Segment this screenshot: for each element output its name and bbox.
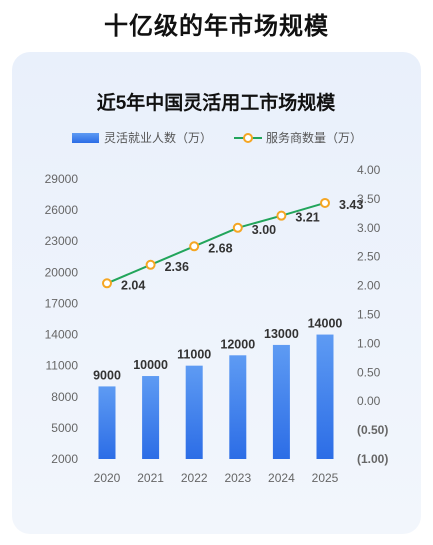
line-data-label: 3.00 [252,223,276,237]
bar-series [98,334,334,459]
line-series: 2.04 2.36 2.68 3.00 3.21 3.43 [102,197,363,292]
bar [229,355,247,459]
bar-data-label: 9000 [93,368,121,382]
bar-data-label: 11000 [177,348,211,362]
chart-card [12,52,421,534]
right-tick-label: 3.50 [357,192,381,206]
line-data-label: 3.21 [295,211,319,225]
right-tick-label: 0.00 [357,394,381,408]
left-tick-label: 20000 [45,265,79,279]
bar [185,365,203,459]
left-tick-label: 14000 [45,328,79,342]
legend-bar-swatch [72,133,99,143]
bar-labels: 9000 10000 11000 12000 13000 14000 [93,317,342,383]
right-axis: (1.00) (0.50) 0.00 0.50 1.00 1.50 2.00 2.50 3.00… [357,163,388,466]
right-tick-label: 2.50 [357,250,381,264]
right-tick-label: 1.00 [357,336,381,350]
right-tick-label: 0.50 [357,365,381,379]
line-point [232,222,243,233]
left-tick-label: 8000 [51,390,78,404]
left-tick-label: 26000 [45,203,79,217]
right-tick-label: (1.00) [357,452,388,466]
line-point [276,210,287,221]
bar [272,344,290,459]
bar [142,376,160,459]
right-tick-label: 2.00 [357,279,381,293]
x-tick-label: 2023 [224,471,251,485]
legend-bar-label: 灵活就业人数（万） [104,130,212,145]
legend-line-marker [243,133,253,143]
x-tick-label: 2020 [94,471,121,485]
line-point [189,241,200,252]
left-tick-label: 11000 [46,359,79,373]
chart-title: 近5年中国灵活用工市场规模 [97,91,337,114]
left-axis: 2000 5000 8000 11000 14000 17000 20000 23000 260… [45,172,79,466]
page-title: 十亿级的年市场规模 [104,13,329,40]
bar-data-label: 14000 [308,317,343,331]
bar [98,386,116,459]
left-tick-label: 23000 [45,234,79,248]
legend-line-label: 服务商数量（万） [266,130,362,145]
left-tick-label: 5000 [51,421,78,435]
right-tick-label: (0.50) [357,423,388,437]
left-tick-label: 2000 [51,452,78,466]
bar-data-label: 12000 [220,337,255,351]
line-data-label: 2.04 [121,278,145,292]
left-tick-label: 17000 [45,296,79,310]
right-tick-label: 1.50 [357,308,381,322]
line-point [102,278,112,289]
x-tick-label: 2024 [268,471,295,485]
x-tick-label: 2025 [312,471,339,485]
right-tick-label: 3.00 [357,221,381,235]
line-point [320,197,330,208]
line-data-label: 2.36 [165,260,189,274]
bar-data-label: 10000 [133,358,168,372]
line-point [145,259,156,270]
x-axis: 2020 2021 2022 2023 2024 2025 [94,471,339,485]
line-data-label: 3.43 [339,198,363,212]
x-tick-label: 2021 [137,471,164,485]
x-tick-label: 2022 [181,471,208,485]
bar [316,334,334,459]
line-data-label: 2.68 [208,241,232,255]
line-path [106,201,326,285]
left-tick-label: 29000 [45,172,79,186]
bar-data-label: 13000 [264,327,299,341]
right-tick-label: 4.00 [357,163,381,177]
